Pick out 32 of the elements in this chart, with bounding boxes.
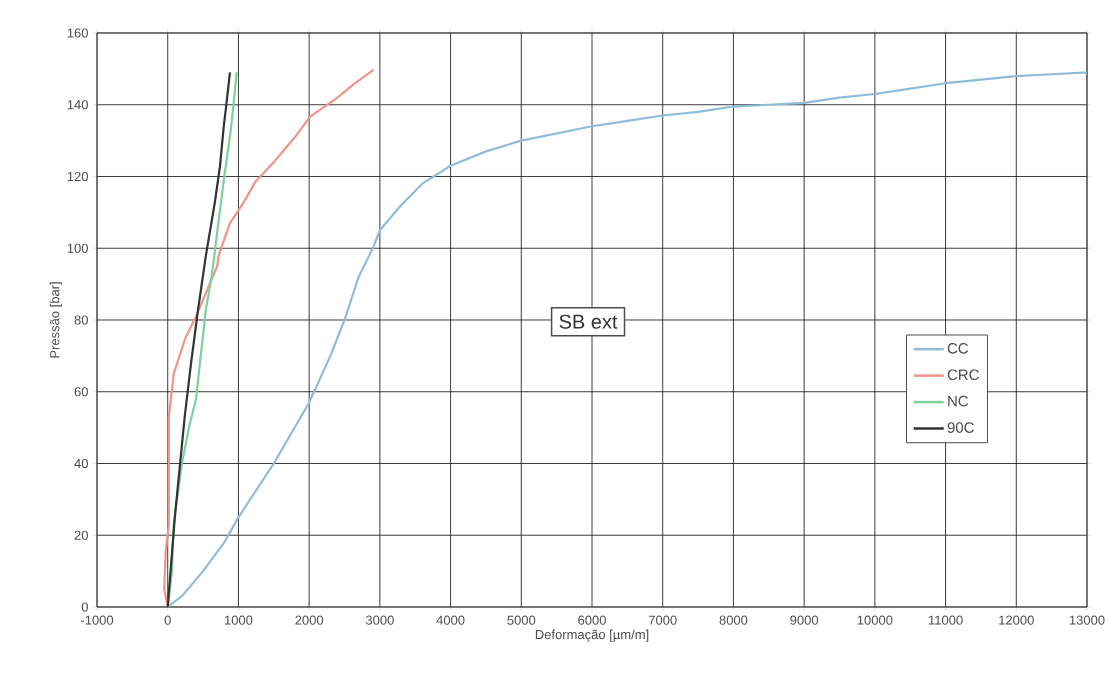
- legend-label: 90C: [947, 422, 974, 433]
- y-tick-label: 20: [74, 530, 88, 540]
- y-tick-label: 80: [74, 315, 88, 325]
- x-tick-label: 1000: [224, 615, 253, 625]
- x-tick-label: 3000: [365, 615, 394, 625]
- x-axis-title: Deformação [µm/m]: [535, 629, 649, 642]
- line-series: [163, 68, 375, 609]
- x-tick-label: 2000: [295, 615, 324, 625]
- legend-label: NC: [948, 395, 969, 407]
- x-tick-label: 10000: [857, 615, 893, 625]
- x-tick-label: 7000: [648, 615, 677, 625]
- x-tick-label: 9000: [790, 615, 819, 625]
- x-tick-label: 0: [164, 615, 171, 625]
- x-tick-label: 4000: [436, 615, 465, 625]
- annotation: SB ext: [559, 314, 618, 329]
- y-tick-label: 120: [67, 171, 88, 182]
- y-axis-title: Pressão [bar]: [49, 282, 62, 358]
- x-tick-label: 12000: [999, 615, 1034, 625]
- x-tick-label: 13000: [1069, 615, 1105, 625]
- x-tick-label: 8000: [719, 615, 748, 625]
- y-tick-label: 40: [74, 458, 88, 469]
- x-tick-label: -1000: [80, 615, 114, 625]
- y-tick-label: 160: [67, 28, 88, 38]
- x-tick-label: 6000: [578, 615, 606, 625]
- legend-label: CC: [947, 343, 969, 354]
- y-tick-label: 0: [81, 602, 88, 612]
- y-tick-label: 60: [74, 387, 88, 397]
- legend-label: CRC: [947, 369, 979, 381]
- y-tick-label: 100: [67, 243, 88, 253]
- x-tick-label: 11000: [928, 615, 963, 625]
- x-tick-label: 5000: [507, 615, 536, 625]
- y-tick-label: 140: [67, 100, 88, 110]
